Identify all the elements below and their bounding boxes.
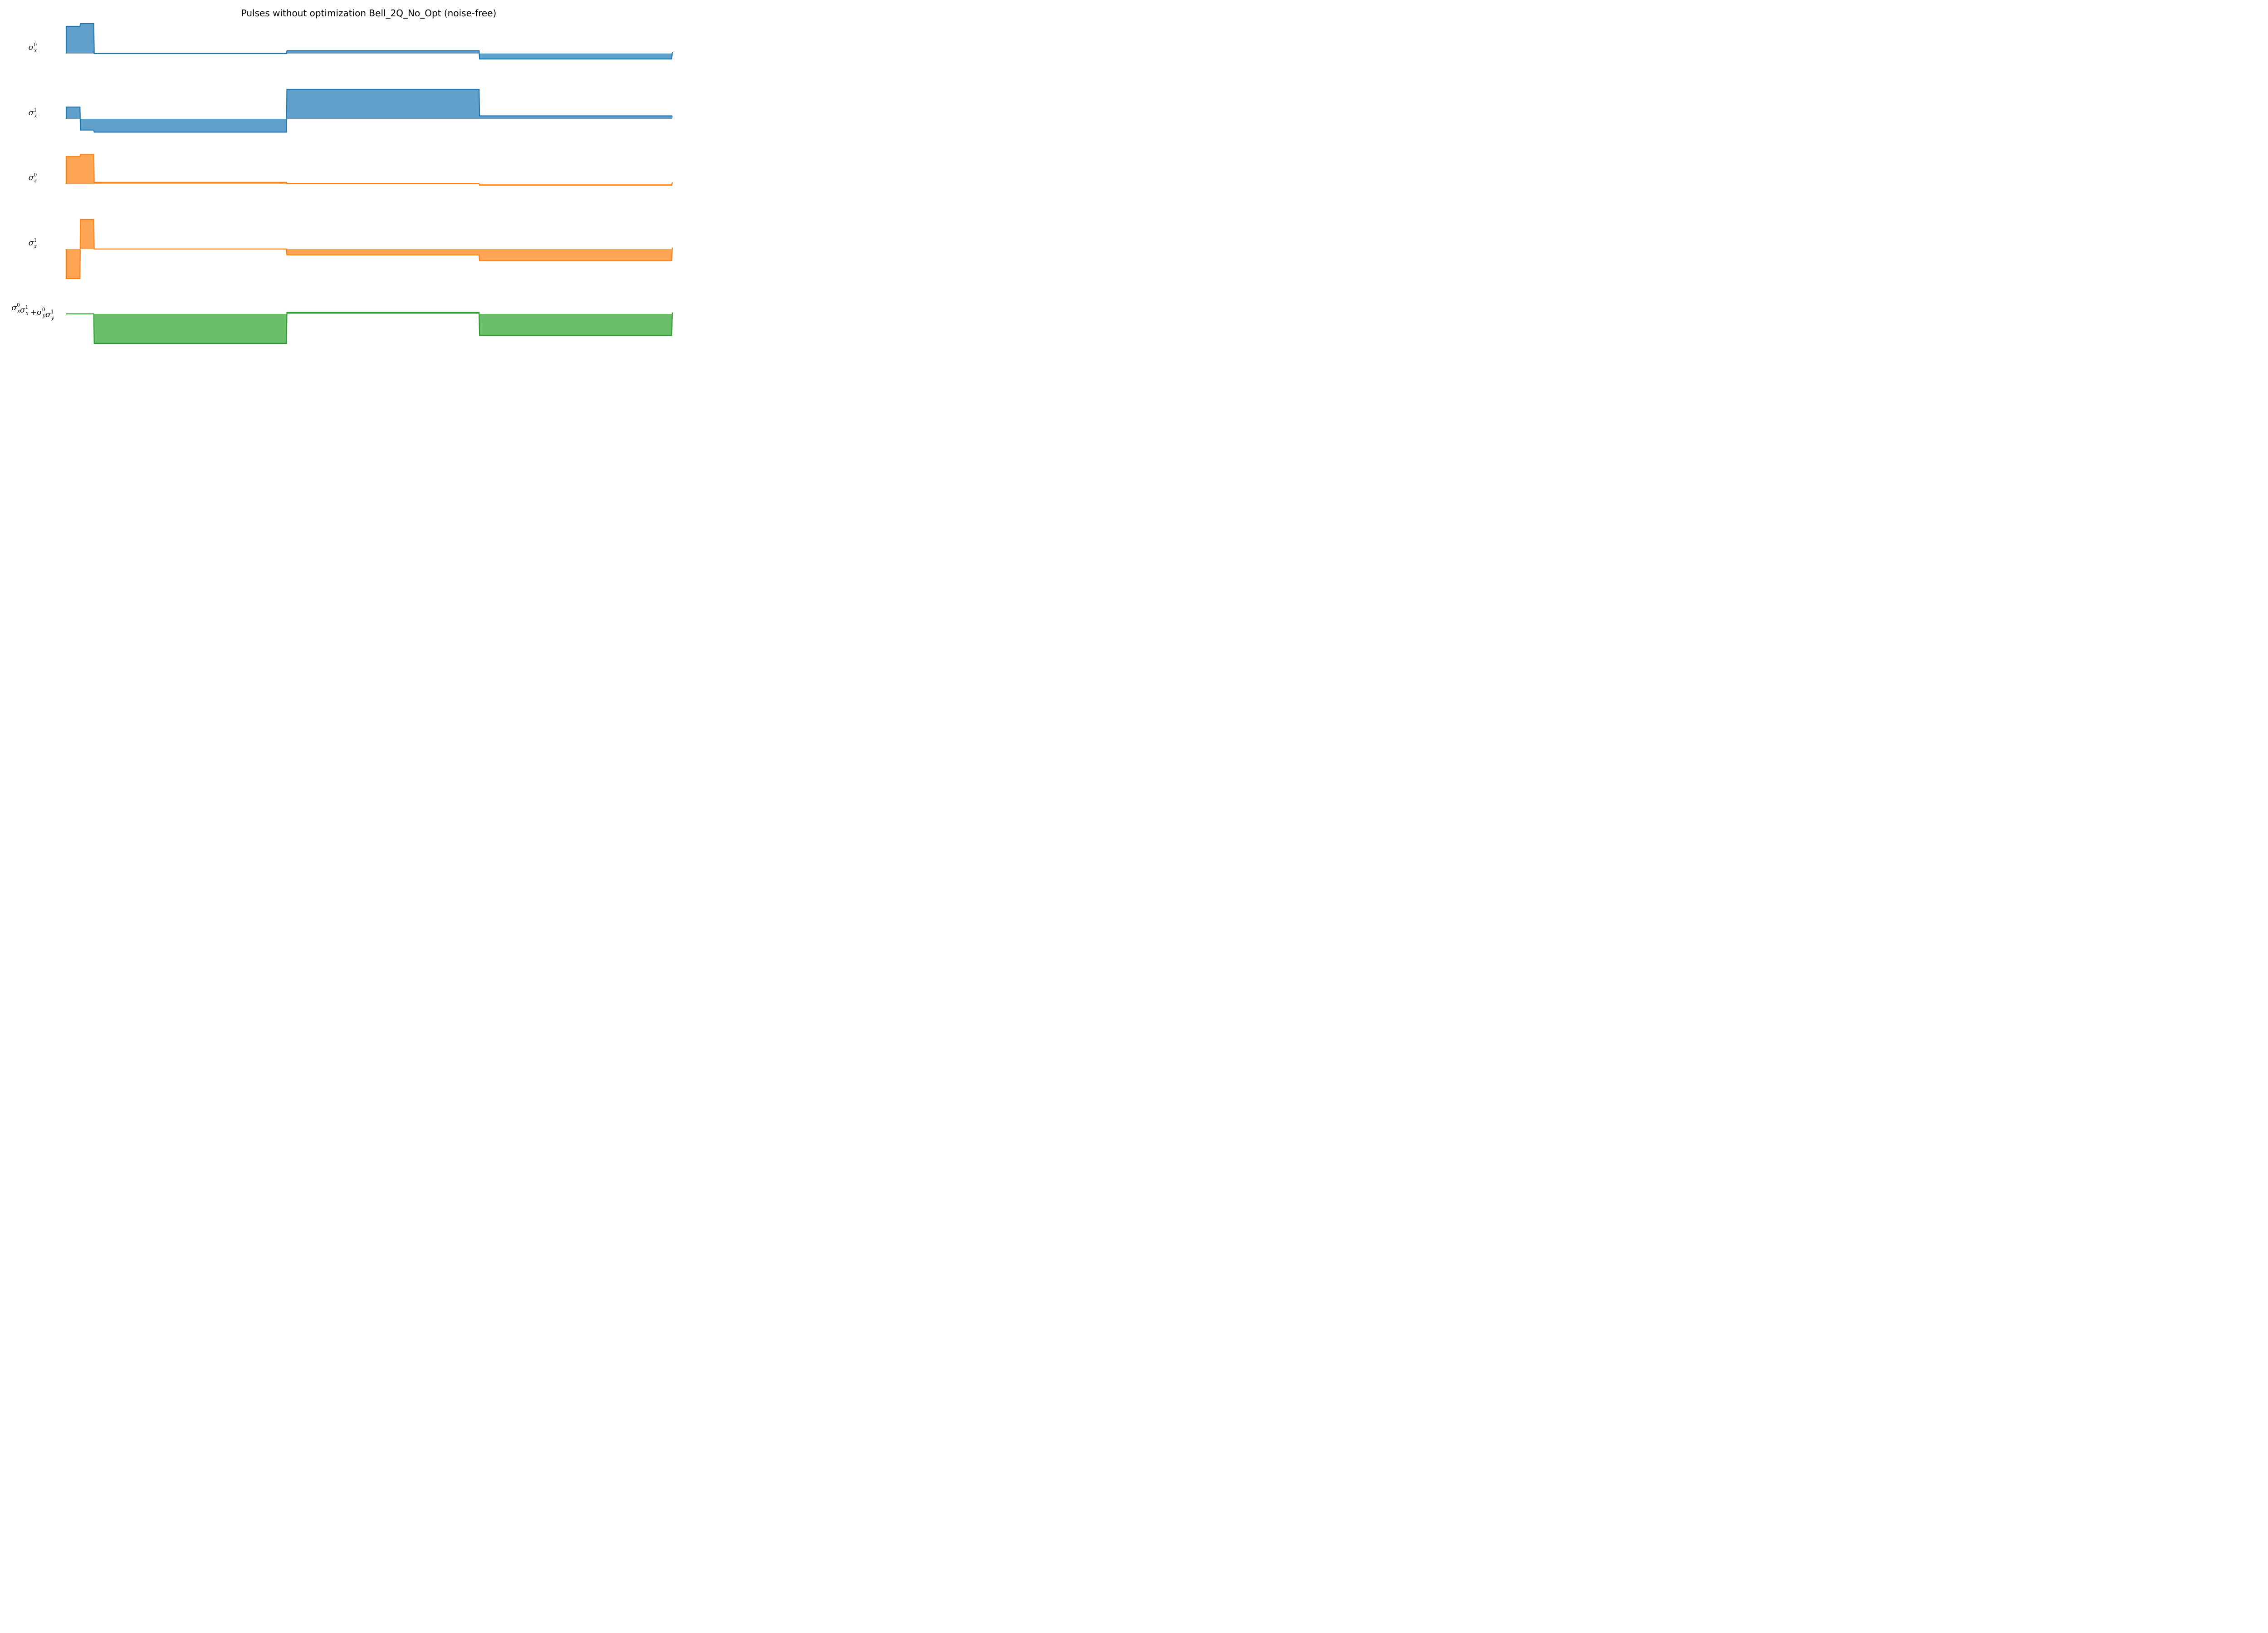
- pulse-row-2: σ0 z: [29, 153, 673, 186]
- pulse-label-4: σ0 xσ1 x +σ0 yσ1 y: [11, 302, 54, 321]
- pulse-label-2: σ0 z: [29, 172, 37, 184]
- pulse-area-0: [66, 24, 672, 59]
- pulse-area-3: [66, 220, 672, 279]
- pulse-area-2: [66, 154, 672, 186]
- pulse-row-4: σ0 xσ1 x +σ0 yσ1 y: [11, 302, 673, 344]
- pulse-chart: Pulses without optimization Bell_2Q_No_O…: [11, 8, 673, 344]
- pulse-rows: σ0 x σ1 x σ0 z σ1 z σ0 xσ1 x +σ0 yσ1 y: [11, 23, 673, 344]
- pulse-label-1: σ1 x: [29, 107, 38, 119]
- pulse-label-0: σ0 x: [29, 42, 38, 54]
- pulse-label-3: σ1 z: [29, 237, 37, 249]
- pulse-line-2: [65, 153, 673, 186]
- pulse-line-3: [65, 219, 673, 279]
- pulse-row-0: σ0 x: [29, 23, 673, 60]
- chart-title: Pulses without optimization Bell_2Q_No_O…: [241, 8, 497, 19]
- pulse-area-1: [66, 89, 672, 132]
- pulse-line-0: [65, 23, 673, 60]
- pulse-line-1: [65, 88, 673, 133]
- pulse-row-1: σ1 x: [29, 88, 673, 133]
- pulse-area-4: [66, 312, 672, 343]
- pulse-line-4: [66, 312, 673, 344]
- pulse-row-3: σ1 z: [29, 219, 673, 279]
